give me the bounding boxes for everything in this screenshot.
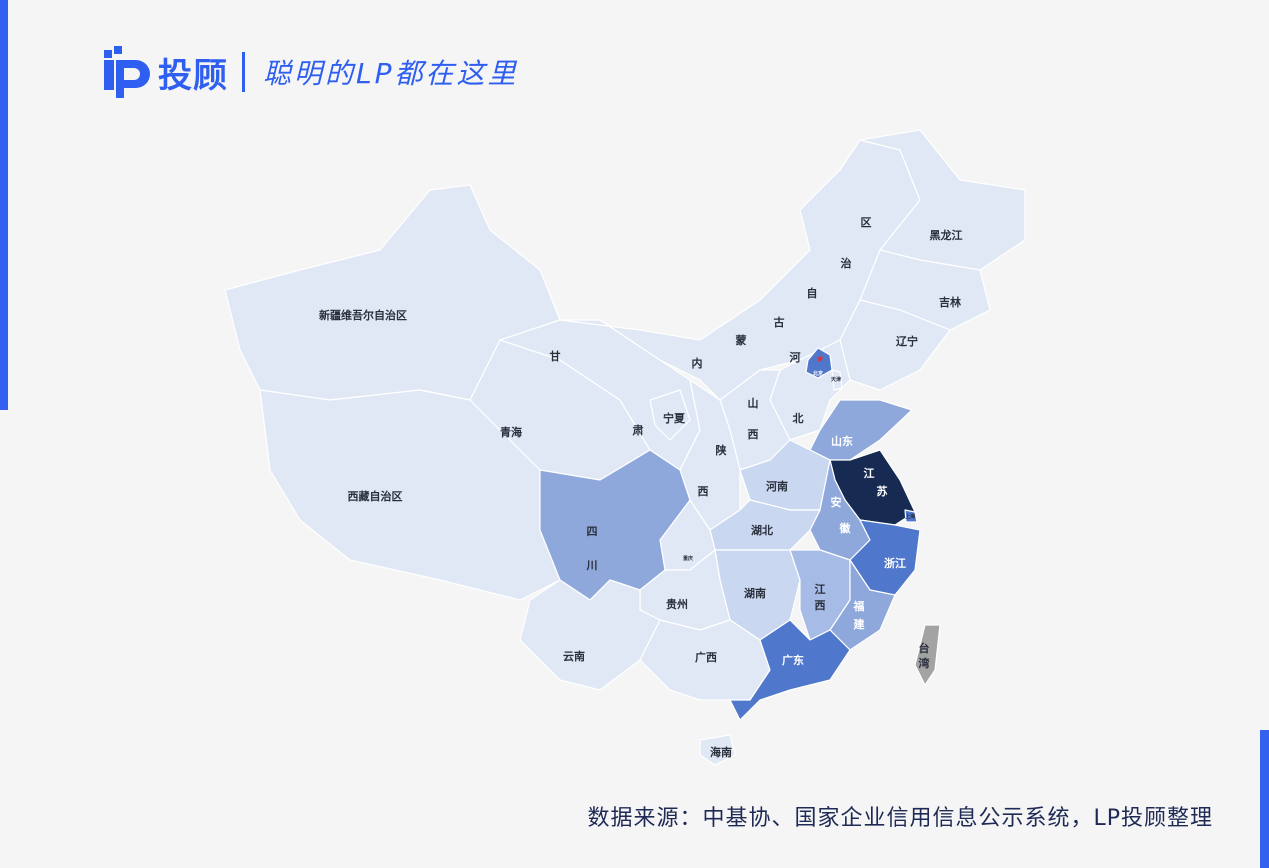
capital-star-icon: ★ bbox=[816, 354, 825, 365]
label-jiangsu-1: 江 bbox=[864, 466, 875, 480]
label-inner-mongolia-1: 内 bbox=[692, 356, 703, 370]
brand-header: 投顾 聪明的LP都在这里 bbox=[100, 46, 519, 98]
label-beijing: 北京 bbox=[813, 370, 823, 377]
label-qinghai: 青海 bbox=[500, 425, 522, 439]
label-sichuan-2: 川 bbox=[586, 559, 598, 572]
label-shaanxi-2: 西 bbox=[698, 485, 709, 498]
label-chongqing: 重庆 bbox=[683, 555, 693, 562]
label-xinjiang: 新疆维吾尔自治区 bbox=[319, 308, 407, 322]
label-zhejiang: 浙江 bbox=[884, 556, 906, 570]
label-tianjin: 天津 bbox=[831, 376, 841, 383]
label-yunnan: 云南 bbox=[563, 649, 585, 663]
label-fujian-2: 建 bbox=[854, 617, 866, 631]
label-sichuan-1: 四 bbox=[587, 525, 598, 538]
label-tibet: 西藏自治区 bbox=[348, 489, 403, 503]
label-hebei-2: 北 bbox=[793, 411, 804, 425]
label-inner-mongolia-3: 古 bbox=[774, 315, 785, 329]
label-guizhou: 贵州 bbox=[666, 597, 688, 611]
label-hebei-1: 河 bbox=[790, 350, 801, 364]
label-shaanxi-1: 陕 bbox=[716, 443, 727, 457]
region-tianjin bbox=[831, 369, 843, 391]
region-ningxia bbox=[649, 389, 691, 441]
label-jiangxi-2: 西 bbox=[815, 599, 826, 612]
label-shandong: 山东 bbox=[831, 434, 853, 448]
label-fujian-1: 福 bbox=[853, 599, 865, 613]
label-taiwan-1: 台 bbox=[919, 641, 930, 655]
label-henan: 河南 bbox=[766, 479, 788, 493]
label-hainan: 海南 bbox=[710, 745, 732, 759]
label-inner-mongolia-5: 治 bbox=[841, 256, 852, 270]
label-inner-mongolia-6: 区 bbox=[861, 216, 872, 229]
label-ningxia: 宁夏 bbox=[663, 411, 686, 425]
label-guangxi: 广西 bbox=[695, 650, 717, 664]
brand-name: 投顾 bbox=[158, 55, 228, 96]
region-guangdong bbox=[729, 619, 851, 721]
label-gansu-1: 甘 bbox=[550, 349, 561, 363]
label-guangdong: 广东 bbox=[782, 653, 804, 667]
region-fujian bbox=[829, 559, 896, 651]
region-hainan bbox=[699, 734, 736, 766]
label-anhui-2: 徽 bbox=[839, 521, 852, 535]
label-hubei: 湖北 bbox=[751, 523, 773, 537]
label-shanxi-2: 西 bbox=[748, 428, 759, 441]
label-inner-mongolia-2: 蒙 bbox=[736, 333, 747, 347]
divider bbox=[242, 52, 245, 92]
label-hunan: 湖南 bbox=[744, 586, 766, 600]
label-liaoning: 辽宁 bbox=[896, 334, 918, 348]
accent-bar-left bbox=[0, 0, 8, 410]
label-jiangsu-2: 苏 bbox=[877, 484, 888, 498]
label-shanxi-1: 山 bbox=[748, 396, 759, 410]
region-shanghai bbox=[904, 509, 918, 523]
label-shanghai: 上海 bbox=[905, 513, 915, 520]
label-gansu-2: 肃 bbox=[633, 423, 644, 437]
label-jiangxi-1: 江 bbox=[815, 582, 826, 596]
data-source: 数据来源：中基协、国家企业信用信息公示系统，LP投顾整理 bbox=[587, 806, 1213, 831]
slogan: 聪明的LP都在这里 bbox=[263, 57, 519, 90]
label-inner-mongolia-4: 自 bbox=[807, 286, 818, 300]
label-taiwan-2: 湾 bbox=[919, 656, 930, 670]
label-jilin: 吉林 bbox=[939, 295, 961, 309]
lp-logo-icon bbox=[104, 46, 150, 98]
accent-bar-right bbox=[1260, 730, 1269, 868]
region-taiwan bbox=[914, 624, 941, 686]
label-heilongjiang: 黑龙江 bbox=[930, 228, 963, 242]
label-anhui-1: 安 bbox=[831, 495, 842, 509]
